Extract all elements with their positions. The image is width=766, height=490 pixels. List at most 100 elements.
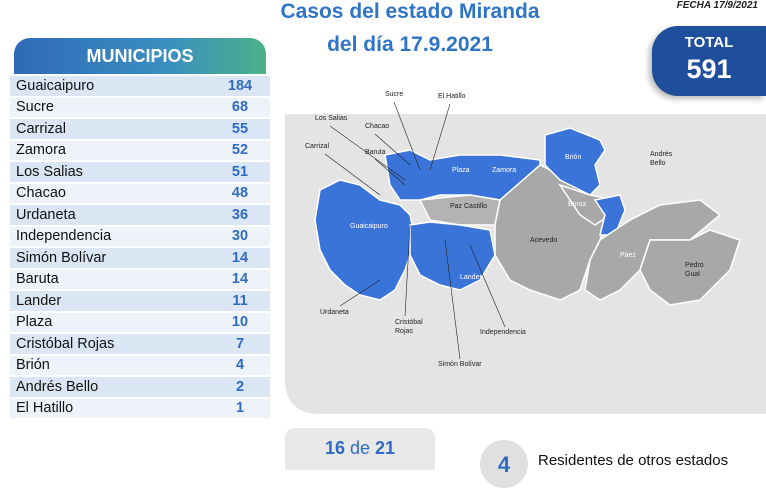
map-label-line: Los Salias <box>315 115 348 122</box>
name: Brión <box>10 354 210 377</box>
table-row: El Hatillo 1 <box>10 397 270 420</box>
name: Guaicaipuro <box>10 76 210 98</box>
count: 51 <box>210 161 270 184</box>
name: Andrés Bello <box>10 376 210 399</box>
total-label: TOTAL <box>684 34 734 51</box>
map-label: Andrés Bello <box>650 151 673 167</box>
count: 1 <box>210 397 270 420</box>
table-row: Andrés Bello 2 <box>10 376 270 399</box>
title: Casos del estado Miranda <box>280 0 540 23</box>
map: Sucre El Hatillo Los Salias Chacao Carrizal B… <box>285 91 766 414</box>
map-label-line: Lander <box>460 274 482 281</box>
map-label: Carrizal <box>305 143 330 150</box>
leader-line <box>339 279 381 307</box>
subtitle: del día 17.9.2021 <box>327 33 493 56</box>
municipality-table: Guaicaipuro 184 Sucre 68 Carrizal 55 Zamora 52 L… <box>10 76 270 420</box>
date: FECHA 17/9/2021 <box>676 0 758 11</box>
page-current: 16 <box>324 438 345 458</box>
table-row: Independencia 30 <box>10 225 270 248</box>
map-label-line: Buroz <box>568 201 587 208</box>
map-label-line: Urdaneta <box>320 309 349 316</box>
count: 55 <box>210 118 270 141</box>
name: El Hatillo <box>10 397 210 420</box>
count: 36 <box>210 204 270 227</box>
table-row: Lander 11 <box>10 290 270 313</box>
map-label: Independencia <box>480 329 526 336</box>
map-label-line: Paz Castillo <box>450 203 487 210</box>
count: 184 <box>210 76 270 98</box>
table-row: Simón Bolívar 14 <box>10 247 270 270</box>
leader-line <box>374 133 411 166</box>
count: 68 <box>210 96 270 119</box>
map-regions <box>314 127 741 306</box>
count: 14 <box>210 247 270 270</box>
table-row: Guaicaipuro 184 <box>10 76 270 98</box>
leader-line <box>393 101 421 171</box>
table-row: Zamora 52 <box>10 139 270 162</box>
region <box>639 229 741 306</box>
table-row: Chacao 48 <box>10 182 270 205</box>
total-value: 591 <box>686 54 732 84</box>
map-label: Paz Castillo <box>450 203 487 210</box>
map-label-line: Rojas <box>395 328 413 335</box>
leader-line <box>374 158 406 186</box>
count: 14 <box>210 268 270 291</box>
map-label-line: Brión <box>565 154 581 161</box>
leader-line <box>444 239 461 360</box>
table-row: Sucre 68 <box>10 96 270 119</box>
region <box>418 194 501 226</box>
name: Independencia <box>10 225 210 248</box>
map-label: Zamora <box>492 167 516 174</box>
map-label: Buroz <box>568 201 587 208</box>
leader-line <box>469 244 506 328</box>
map-label: Brión <box>565 154 581 161</box>
count: 30 <box>210 225 270 248</box>
map-label: Simón Bolívar <box>438 361 482 368</box>
leader-lines <box>324 101 506 360</box>
region <box>409 221 496 291</box>
map-label: Chacao <box>365 123 389 130</box>
map-label-line: Acevedo <box>530 237 557 244</box>
region <box>314 179 416 301</box>
count: 7 <box>210 333 270 356</box>
name: Zamora <box>10 139 210 162</box>
map-label: Páez <box>620 252 636 259</box>
map-label-line: Guaicaipuro <box>350 223 388 230</box>
table-row: Carrizal 55 <box>10 118 270 141</box>
page-total: 21 <box>375 438 396 458</box>
map-label: Acevedo <box>530 237 557 244</box>
table-row: Plaza 10 <box>10 311 270 334</box>
name: Carrizal <box>10 118 210 141</box>
map-label-line: Simón Bolívar <box>438 361 482 368</box>
region <box>544 127 606 196</box>
map-label: El Hatillo <box>438 93 466 100</box>
map-label: Lander <box>460 274 482 281</box>
map-label-line: Andrés <box>650 151 673 158</box>
page-of: de <box>349 438 371 458</box>
table-row: Baruta 14 <box>10 268 270 291</box>
total-box: TOTAL 591 <box>652 26 766 96</box>
name: Lander <box>10 290 210 313</box>
name: Plaza <box>10 311 210 334</box>
map-label: Sucre <box>385 91 403 98</box>
count: 10 <box>210 311 270 334</box>
count: 48 <box>210 182 270 205</box>
map-label-line: Páez <box>620 252 636 259</box>
map-label-line: Gual <box>685 271 700 278</box>
page: {"header": {"title_line1": "Casos del es… <box>10 0 766 488</box>
leader-line <box>429 103 451 171</box>
map-label-line: Plaza <box>452 167 470 174</box>
map-label-line: Zamora <box>492 167 516 174</box>
other-states-count: 4 <box>480 440 528 488</box>
map-label-line: Sucre <box>385 91 403 98</box>
count: 11 <box>210 290 270 313</box>
map-label: Cristóbal Rojas <box>395 319 423 335</box>
count: 52 <box>210 139 270 162</box>
name: Simón Bolívar <box>10 247 210 270</box>
leader-line <box>404 224 411 317</box>
map-label: Plaza <box>452 167 470 174</box>
map-label: Guaicaipuro <box>350 223 388 230</box>
count: 2 <box>210 376 270 399</box>
map-label: Pedro Gual <box>685 262 704 278</box>
name: Sucre <box>10 96 210 119</box>
